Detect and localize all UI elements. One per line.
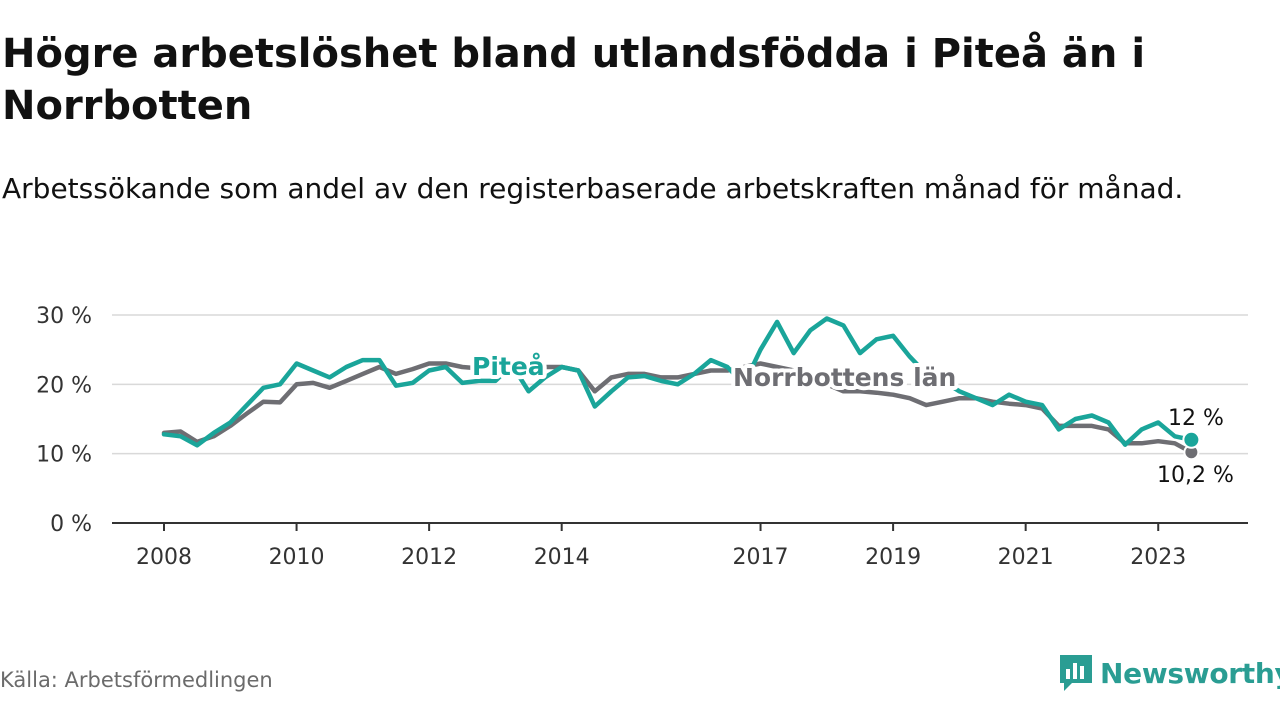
y-tick-label: 10 % <box>36 443 92 468</box>
x-tick-label: 2010 <box>269 545 325 570</box>
x-tick-label: 2014 <box>534 545 590 570</box>
source-note: Källa: Arbetsförmedlingen <box>0 668 273 692</box>
chart-annotations: Norrbottens län 10,2 % Piteå 12 % <box>468 348 1237 491</box>
x-tick-label: 2021 <box>998 545 1054 570</box>
brand-logo: Newsworthy <box>1058 653 1280 693</box>
x-tick-label: 2017 <box>733 545 789 570</box>
series-label-pitea: Piteå <box>472 352 545 381</box>
brand-name: Newsworthy <box>1100 656 1280 690</box>
x-tick-label: 2012 <box>401 545 457 570</box>
y-tick-label: 20 % <box>36 373 92 398</box>
page-title: Högre arbetslöshet bland utlandsfödda i … <box>2 31 1146 129</box>
line-chart: 0 % 10 % 20 % 30 % 2008 2010 2012 2014 2017 2019… <box>36 304 1248 570</box>
series-end-dot-pitea <box>1182 430 1201 449</box>
y-tick-label: 30 % <box>36 304 92 329</box>
y-axis: 0 % 10 % 20 % 30 % <box>36 304 92 537</box>
chart-series <box>161 316 1194 455</box>
series-end-label-norrbotten: 10,2 % <box>1157 463 1234 488</box>
series-line-norrbotten <box>161 361 1194 455</box>
x-axis: 2008 2010 2012 2014 2017 2019 2021 2023 <box>112 522 1248 570</box>
x-tick-label: 2019 <box>865 545 921 570</box>
newsworthy-logo-icon <box>1060 655 1092 691</box>
x-tick-label: 2023 <box>1130 545 1186 570</box>
series-line-pitea <box>161 316 1194 448</box>
series-label-norrbotten: Norrbottens län <box>733 363 956 392</box>
series-end-label-pitea: 12 % <box>1168 406 1224 431</box>
page-subtitle: Arbetssökande som andel av den registerb… <box>2 172 1184 205</box>
y-tick-label: 0 % <box>50 512 92 537</box>
x-tick-label: 2008 <box>136 545 192 570</box>
